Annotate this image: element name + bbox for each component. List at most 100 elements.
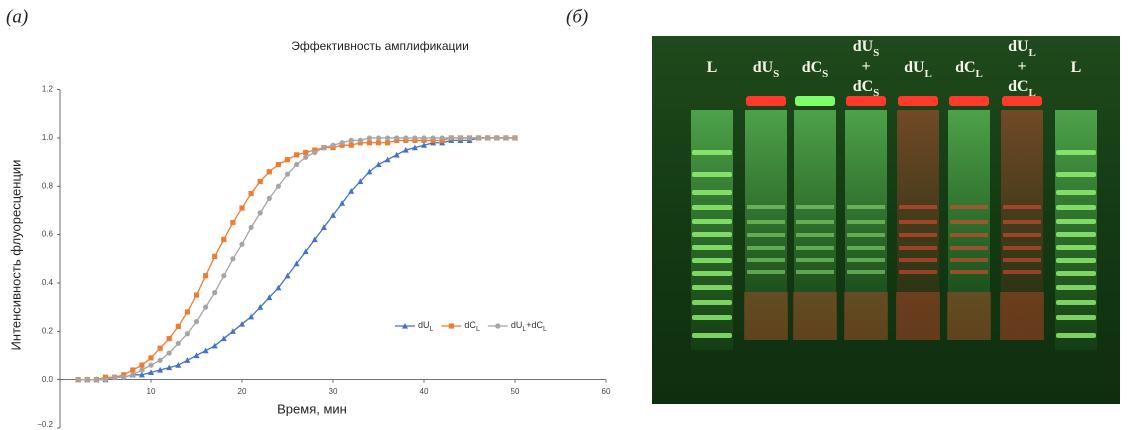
gel-band	[847, 233, 885, 237]
gel-band	[692, 190, 732, 195]
gel-band	[899, 205, 937, 209]
gel-band	[847, 258, 885, 262]
lane-text: dC	[802, 59, 822, 76]
lane-subscript: L	[976, 68, 983, 80]
gel-band	[692, 245, 732, 250]
gel-well	[746, 96, 786, 106]
marker	[449, 323, 454, 328]
marker	[239, 205, 244, 210]
x-axis-label: Время, мин	[277, 401, 347, 416]
gel-well	[898, 96, 938, 106]
legend-text: dU	[511, 320, 523, 330]
gel-band	[1003, 233, 1041, 237]
marker	[403, 135, 408, 140]
marker	[158, 346, 163, 351]
gel-band	[899, 270, 937, 274]
marker	[167, 350, 172, 355]
gel-band	[747, 220, 785, 224]
chart-title: Эффективность амплификации	[291, 39, 469, 53]
legend-label: dUL+dCL	[511, 320, 547, 333]
gel-band	[1056, 271, 1096, 276]
panel-label: (б)	[566, 6, 588, 27]
marker	[303, 155, 308, 160]
gel-band	[1003, 246, 1041, 250]
lane-subscript: L	[1029, 47, 1036, 59]
gel-band	[1003, 205, 1041, 209]
gel-band	[796, 205, 834, 209]
x-tick-label: 60	[602, 387, 611, 396]
marker	[76, 377, 81, 382]
gel-band	[899, 233, 937, 237]
series-line	[78, 138, 515, 380]
series-line	[78, 138, 515, 380]
marker	[212, 290, 217, 295]
lane-text: L	[707, 59, 718, 76]
marker	[294, 162, 299, 167]
gel-band	[692, 315, 732, 320]
gel-band	[847, 205, 885, 209]
marker	[249, 191, 254, 196]
gel-low-smear	[947, 292, 991, 340]
marker	[476, 135, 481, 140]
marker	[130, 367, 135, 372]
marker	[194, 319, 199, 324]
gel-band	[1056, 285, 1096, 290]
gel-band	[747, 233, 785, 237]
marker	[312, 150, 317, 155]
legend-text: dU	[418, 320, 430, 330]
legend-subscript: L	[543, 326, 547, 333]
marker	[367, 140, 372, 145]
marker	[440, 135, 445, 140]
gel-band	[1056, 315, 1096, 320]
gel-band	[1056, 333, 1096, 338]
marker	[267, 196, 272, 201]
gel-band	[1056, 232, 1096, 237]
marker	[130, 372, 135, 377]
lane-text: dC	[955, 59, 975, 76]
gel-band	[692, 219, 732, 224]
marker	[303, 150, 308, 155]
gel-band	[899, 220, 937, 224]
legend-text: dC	[464, 320, 476, 330]
lane-text: dU	[1008, 38, 1029, 55]
marker	[349, 143, 354, 148]
marker	[330, 143, 335, 148]
y-tick-label: 0.4	[42, 278, 54, 287]
marker	[139, 367, 144, 372]
lane-label: L	[707, 59, 718, 76]
gel-band	[950, 270, 988, 274]
marker	[148, 355, 153, 360]
gel-band	[692, 205, 732, 210]
marker	[503, 135, 508, 140]
legend-subscript: L	[476, 326, 480, 333]
marker	[139, 363, 144, 368]
gel-band	[692, 300, 732, 305]
marker	[431, 135, 436, 140]
gel-smear	[691, 110, 733, 350]
lane-text: +	[1017, 58, 1026, 75]
lane-subscript: S	[873, 47, 879, 59]
marker	[175, 362, 181, 368]
gel-band	[1056, 300, 1096, 305]
gel-band	[950, 246, 988, 250]
marker	[267, 169, 272, 174]
y-axis-label: Интенсивность флуоресценции	[8, 160, 23, 351]
gel-band	[747, 270, 785, 274]
gel-band	[692, 172, 732, 177]
marker	[412, 135, 417, 140]
lane-text: dU	[853, 38, 874, 55]
gel-band	[1003, 270, 1041, 274]
marker	[385, 157, 391, 163]
marker	[494, 135, 499, 140]
gel-band	[1056, 245, 1096, 250]
figure: (а) (б) Эффективность амплификации Интен…	[0, 0, 1130, 430]
gel-band	[1056, 150, 1096, 155]
marker	[385, 140, 390, 145]
gel-band	[1003, 220, 1041, 224]
marker	[394, 152, 400, 158]
gel-band	[950, 233, 988, 237]
gel-band	[692, 150, 732, 155]
marker	[230, 220, 235, 225]
marker	[239, 242, 244, 247]
